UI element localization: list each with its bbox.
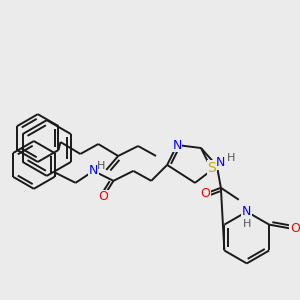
Text: S: S xyxy=(208,161,216,175)
Text: H: H xyxy=(243,219,251,229)
Text: O: O xyxy=(200,187,210,200)
Text: N: N xyxy=(89,164,98,177)
Text: O: O xyxy=(98,190,108,203)
Text: H: H xyxy=(97,161,106,171)
Text: H: H xyxy=(226,153,235,163)
Text: N: N xyxy=(216,156,226,170)
Text: O: O xyxy=(290,222,300,235)
Text: N: N xyxy=(242,205,251,218)
Text: N: N xyxy=(172,139,182,152)
